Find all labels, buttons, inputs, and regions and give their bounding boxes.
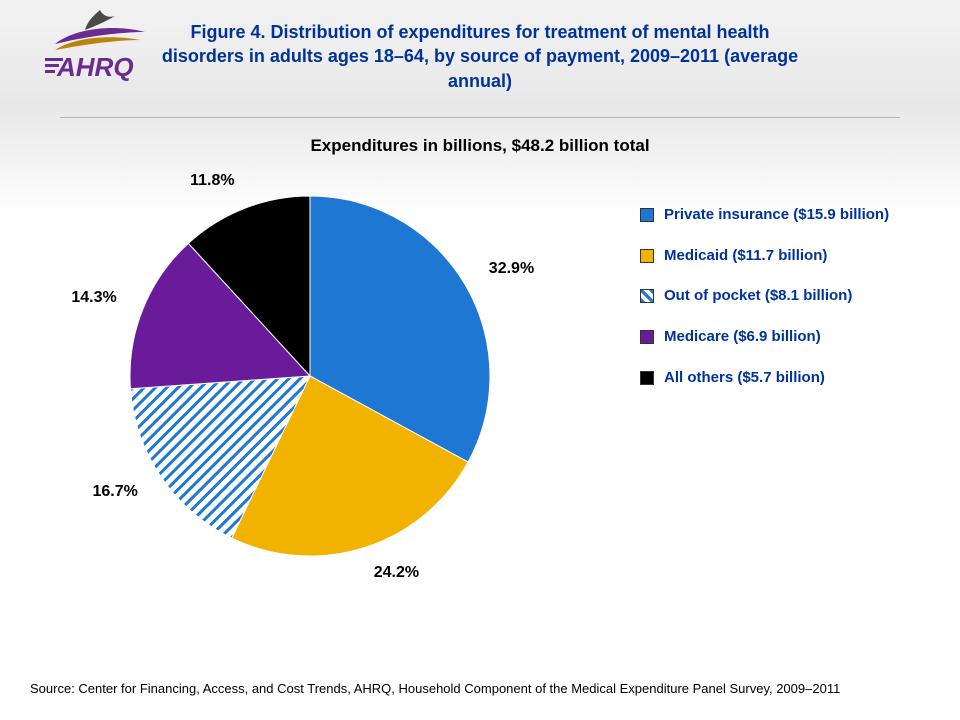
legend: Private insurance ($15.9 billion) Medicai…	[640, 206, 920, 410]
source-citation: Source: Center for Financing, Access, an…	[30, 681, 840, 696]
pie-chart	[130, 196, 490, 556]
logo-text: AHRQ	[56, 52, 134, 82]
legend-item-medicaid: Medicaid ($11.7 billion)	[640, 247, 920, 266]
legend-swatch-private	[640, 208, 654, 222]
legend-label-allothers: All others ($5.7 billion)	[660, 369, 825, 388]
legend-label-medicare: Medicare ($6.9 billion)	[660, 328, 821, 347]
legend-item-oop: Out of pocket ($8.1 billion)	[640, 287, 920, 306]
legend-label-medicaid: Medicaid ($11.7 billion)	[660, 247, 827, 266]
figure-subtitle: Expenditures in billions, $48.2 billion …	[0, 136, 960, 156]
legend-swatch-medicaid	[640, 249, 654, 263]
legend-item-allothers: All others ($5.7 billion)	[640, 369, 920, 388]
figure-title: Figure 4. Distribution of expenditures f…	[160, 20, 800, 93]
ahrq-logo: AHRQ	[45, 8, 155, 93]
legend-label-private: Private insurance ($15.9 billion)	[660, 206, 889, 225]
pie-label-oop: 16.7%	[78, 483, 138, 501]
chart-area: 32.9% 24.2% 16.7% 14.3% 11.8% Private insura…	[0, 156, 960, 636]
legend-item-private: Private insurance ($15.9 billion)	[640, 206, 920, 225]
legend-item-medicare: Medicare ($6.9 billion)	[640, 328, 920, 347]
legend-swatch-oop	[640, 289, 654, 303]
legend-swatch-medicare	[640, 330, 654, 344]
legend-swatch-allothers	[640, 371, 654, 385]
legend-label-oop: Out of pocket ($8.1 billion)	[660, 287, 852, 306]
pie-label-medicare: 14.3%	[57, 289, 117, 307]
pie-label-allothers: 11.8%	[175, 172, 235, 190]
divider	[60, 117, 900, 118]
pie-label-medicaid: 24.2%	[374, 564, 419, 582]
pie-label-private: 32.9%	[489, 260, 534, 278]
